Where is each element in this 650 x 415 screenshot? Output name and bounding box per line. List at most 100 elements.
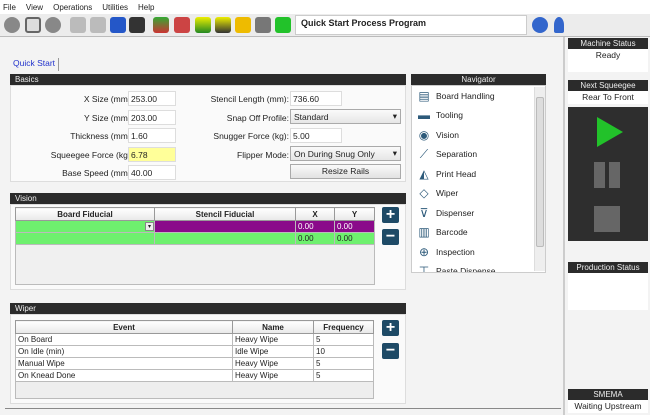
nav-item-dispenser[interactable]: ⊽ Dispenser [412,203,545,223]
name-cell[interactable]: Heavy Wipe [232,333,314,346]
table-row[interactable]: On Idle (min) Idle Wipe 10 [15,345,374,358]
snap-off-label: Snap Off Profile: [226,113,289,123]
name-cell[interactable]: Heavy Wipe [232,369,314,382]
tooling-icon[interactable] [174,17,190,33]
tab-quick-start[interactable]: Quick Start [10,58,60,71]
y-size-input[interactable]: 203.00 [128,110,176,125]
col-name[interactable]: Name [232,320,314,334]
stencil-icon[interactable] [25,17,41,33]
nav-item-tooling[interactable]: ▬ Tooling [412,106,545,126]
nav-item-separation[interactable]: ⟋ Separation [412,145,545,165]
remove-wipe-button[interactable]: − [382,343,399,359]
warning-icon[interactable] [235,17,251,33]
event-cell[interactable]: Manual Wipe [15,357,233,370]
nav-item-inspection[interactable]: ⊕ Inspection [412,242,545,262]
remove-fiducial-button[interactable]: − [382,229,399,245]
thickness-label: Thickness (mm): [70,131,133,141]
x-cell[interactable]: 0.00 [295,232,335,245]
nav-item-paste[interactable]: ⊤ Paste Dispense [412,262,545,273]
pause-button[interactable] [594,162,620,188]
col-x[interactable]: X [295,207,335,221]
stencil-fiducial-cell[interactable] [154,220,296,233]
door-icon[interactable] [275,17,291,33]
frequency-cell[interactable]: 5 [313,357,374,370]
table-row[interactable]: 0.00 0.00 [15,220,375,233]
back-icon[interactable] [45,17,61,33]
frequency-cell[interactable]: 5 [313,333,374,346]
col-board-fiducial[interactable]: Board Fiducial [15,207,155,221]
play-button[interactable] [597,117,623,147]
table-row[interactable]: On Knead Done Heavy Wipe 5 [15,369,374,382]
add-fiducial-button[interactable]: + [382,207,399,223]
stop-button[interactable] [594,206,620,232]
save-as-icon[interactable] [129,17,145,33]
y-cell[interactable]: 0.00 [334,232,375,245]
flipper-mode-label: Flipper Mode: [237,150,289,160]
board-fiducial-dropdown[interactable] [15,220,155,233]
tooling-icon: ▬ [418,108,430,123]
board-fiducial-cell[interactable] [15,232,155,245]
basics-header: Basics [10,74,406,85]
y-cell[interactable]: 0.00 [334,220,375,233]
x-size-input[interactable]: 253.00 [128,91,176,106]
table-row[interactable]: On Board Heavy Wipe 5 [15,333,374,346]
nav-item-print-head[interactable]: ◭ Print Head [412,164,545,184]
snugger-force-input[interactable]: 5.00 [290,128,342,143]
frequency-cell[interactable]: 10 [313,345,374,358]
table-row[interactable]: 0.00 0.00 [15,232,375,245]
snap-off-dropdown[interactable]: Standard [290,109,401,124]
help-icon[interactable] [532,17,548,33]
col-y[interactable]: Y [334,207,375,221]
navigator-list: ▤ Board Handling ▬ Tooling ◉ Vision ⟋ Separatio… [411,85,546,273]
stencil-length-input[interactable]: 736.60 [290,91,342,106]
divider [563,37,565,415]
camera-icon[interactable] [4,17,20,33]
save-icon[interactable] [110,17,126,33]
calculator-icon[interactable] [255,17,271,33]
production-status-value [568,273,648,310]
lightbulb-icon[interactable] [554,17,564,33]
scrollbar-thumb[interactable] [536,97,544,247]
edit-doc-icon[interactable] [90,17,106,33]
menu-operations[interactable]: Operations [53,2,93,12]
board-icon[interactable] [153,17,169,33]
nav-item-label: Tooling [436,110,463,121]
frequency-cell[interactable]: 5 [313,369,374,382]
squeegee-force-input[interactable]: 6.78 [128,147,176,162]
menu-help[interactable]: Help [138,2,155,12]
nav-item-label: Separation [436,149,478,160]
stencil-fiducial-cell[interactable] [154,232,296,245]
chevron-down-icon[interactable]: ▾ [145,222,154,231]
nav-item-label: Dispenser [436,207,475,218]
vision-icon: ◉ [418,127,430,142]
flipper-mode-dropdown[interactable]: On During Snug Only [290,146,401,161]
col-event[interactable]: Event [15,320,233,334]
event-cell[interactable]: On Idle (min) [15,345,233,358]
nav-item-vision[interactable]: ◉ Vision [412,125,545,145]
name-cell[interactable]: Idle Wipe [232,345,314,358]
mountain-icon[interactable] [195,17,211,33]
nav-item-barcode[interactable]: ▥ Barcode [412,223,545,243]
name-cell[interactable]: Heavy Wipe [232,357,314,370]
add-wipe-button[interactable]: + [382,320,399,336]
squeegee-icon[interactable] [215,17,231,33]
event-cell[interactable]: On Board [15,333,233,346]
thickness-input[interactable]: 1.60 [128,128,176,143]
table-row[interactable]: Manual Wipe Heavy Wipe 5 [15,357,374,370]
menu-file[interactable]: File [3,2,16,12]
nav-item-board-handling[interactable]: ▤ Board Handling [412,86,545,106]
resize-rails-button[interactable]: Resize Rails [290,164,401,179]
event-cell[interactable]: On Knead Done [15,369,233,382]
col-frequency[interactable]: Frequency [313,320,374,334]
col-stencil-fiducial[interactable]: Stencil Fiducial [154,207,296,221]
x-cell[interactable]: 0.00 [295,220,335,233]
navigator-scrollbar[interactable] [534,87,545,271]
basics-panel: X Size (mm): 253.00 Y Size (mm): 203.00 … [10,85,406,182]
nav-item-wiper[interactable]: ◇ Wiper [412,184,545,204]
edit-icon[interactable] [70,17,86,33]
menu-view[interactable]: View [25,2,44,12]
base-speed-input[interactable]: 40.00 [128,165,176,180]
menu-utilities[interactable]: Utilities [102,2,129,12]
nav-item-label: Paste Dispense [436,266,496,273]
wiper-table: Event Name Frequency On Board Heavy Wipe 5 On… [15,320,374,382]
